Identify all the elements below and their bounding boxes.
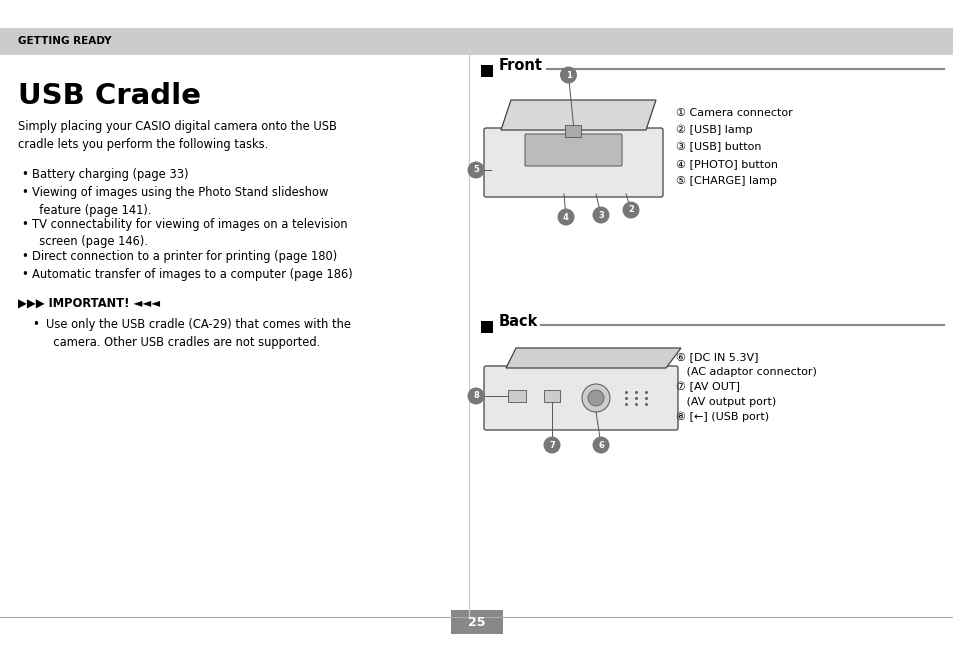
FancyBboxPatch shape [483,366,678,430]
FancyBboxPatch shape [507,390,525,402]
Text: ⑥ [DC IN 5.3V]: ⑥ [DC IN 5.3V] [676,352,758,362]
FancyBboxPatch shape [524,134,621,166]
Text: ③ [USB] button: ③ [USB] button [676,142,760,152]
Text: USB Cradle: USB Cradle [18,82,201,110]
Text: 2: 2 [627,205,634,214]
Text: Battery charging (page 33): Battery charging (page 33) [32,168,189,181]
Circle shape [543,437,560,453]
Text: ① Camera connector: ① Camera connector [676,108,792,118]
Text: Automatic transfer of images to a computer (page 186): Automatic transfer of images to a comput… [32,268,353,281]
Text: 7: 7 [549,441,555,450]
Text: ④ [PHOTO] button: ④ [PHOTO] button [676,159,778,169]
Text: Simply placing your CASIO digital camera onto the USB
cradle lets you perform th: Simply placing your CASIO digital camera… [18,120,336,151]
FancyBboxPatch shape [565,125,581,137]
FancyBboxPatch shape [483,128,662,197]
Text: Viewing of images using the Photo Stand slideshow
  feature (page 141).: Viewing of images using the Photo Stand … [32,186,328,216]
Text: Direct connection to a printer for printing (page 180): Direct connection to a printer for print… [32,249,337,263]
Text: 6: 6 [598,441,603,450]
Text: 1: 1 [565,70,571,79]
Text: 25: 25 [468,616,485,629]
Text: •: • [21,218,28,231]
Text: •: • [21,268,28,281]
Polygon shape [500,100,656,130]
Text: 4: 4 [562,213,568,222]
Text: ⑦ [AV OUT]: ⑦ [AV OUT] [676,382,740,392]
Text: TV connectability for viewing of images on a television
  screen (page 146).: TV connectability for viewing of images … [32,218,347,249]
Text: ⑤ [CHARGE] lamp: ⑤ [CHARGE] lamp [676,176,776,186]
Text: GETTING READY: GETTING READY [18,37,112,47]
Circle shape [467,162,484,178]
Circle shape [581,384,609,412]
FancyBboxPatch shape [543,390,559,402]
Text: (AC adaptor connector): (AC adaptor connector) [676,367,816,377]
Circle shape [559,67,577,83]
Circle shape [592,437,609,453]
Circle shape [622,202,639,218]
Text: 3: 3 [598,211,603,220]
Bar [480,65,493,77]
Text: 5: 5 [473,165,478,174]
Text: ▶▶▶ IMPORTANT! ◄◄◄: ▶▶▶ IMPORTANT! ◄◄◄ [18,296,160,309]
Text: Front: Front [498,58,542,73]
Circle shape [467,388,484,404]
Bar [451,610,502,634]
Circle shape [557,209,574,225]
Text: •: • [21,168,28,181]
Text: •: • [21,186,28,199]
Bar [480,321,493,333]
Text: •: • [32,318,39,331]
Text: •: • [21,249,28,263]
Polygon shape [505,348,680,368]
Text: 8: 8 [473,391,478,401]
Text: ⑧ [←] (USB port): ⑧ [←] (USB port) [676,412,768,422]
Text: (AV output port): (AV output port) [676,397,776,407]
Text: ② [USB] lamp: ② [USB] lamp [676,125,752,136]
Circle shape [592,207,609,224]
Text: Use only the USB cradle (CA-29) that comes with the
  camera. Other USB cradles : Use only the USB cradle (CA-29) that com… [46,318,351,349]
Circle shape [587,390,603,406]
Text: Back: Back [498,314,537,329]
Bar [0,28,953,55]
